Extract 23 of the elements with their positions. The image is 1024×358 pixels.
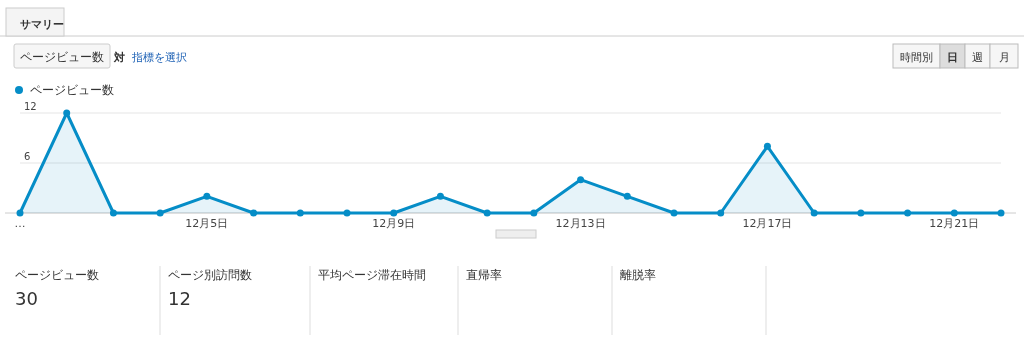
text: 直帰率 xyxy=(466,268,502,282)
text: 指標を選択 xyxy=(131,51,187,64)
x-tick-label: 12月13日 xyxy=(555,217,606,230)
text: サマリー xyxy=(20,18,64,31)
x-tick-label: 12月9日 xyxy=(372,217,416,230)
text: 30 xyxy=(15,288,38,309)
y-tick-label: 6 xyxy=(24,151,31,162)
x-tick-label: 12月21日 xyxy=(929,217,980,230)
text: 週 xyxy=(972,51,983,64)
text: 月 xyxy=(998,51,1010,64)
text: ページビュー数 xyxy=(15,268,99,282)
x-tick-label: 12月5日 xyxy=(185,217,229,230)
text: 平均ページ滞在時間 xyxy=(318,268,426,282)
x-tick-label: 12月17日 xyxy=(742,217,793,230)
text: 時間別 xyxy=(900,51,933,64)
text: ページビュー数 xyxy=(20,50,104,64)
text: ページ別訪問数 xyxy=(168,268,252,282)
text: 対 xyxy=(113,51,125,64)
text: 12 xyxy=(168,288,191,309)
legend-label: ページビュー数 xyxy=(30,83,114,97)
x-tick-label: … xyxy=(14,217,26,230)
text: 離脱率 xyxy=(620,268,656,282)
text: 日 xyxy=(947,51,958,64)
